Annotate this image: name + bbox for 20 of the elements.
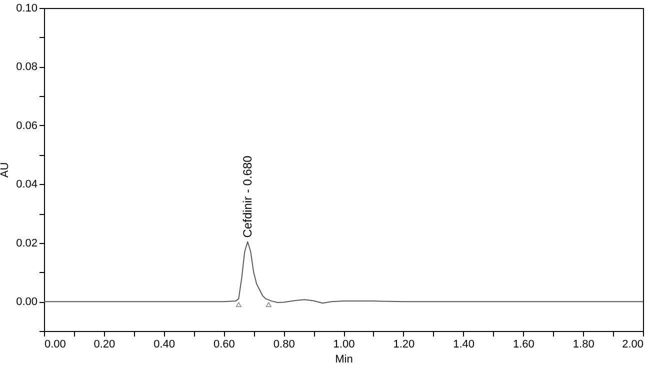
x-tick-label: 1.20 bbox=[393, 338, 415, 350]
y-tick-label: 0.00 bbox=[16, 296, 38, 308]
y-tick-label: 0.02 bbox=[16, 237, 38, 250]
y-tick-label: 0.08 bbox=[16, 61, 38, 74]
annotation: Cefdinir - 0.680 bbox=[240, 155, 255, 238]
x-tick-label: 0.80 bbox=[273, 338, 295, 350]
x-tick-label: 1.00 bbox=[333, 338, 355, 350]
x-tick-label: 0.00 bbox=[44, 338, 66, 350]
x-tick-label: 0.60 bbox=[213, 338, 235, 350]
y-tick-label: 0.04 bbox=[16, 178, 38, 191]
x-tick-label: 0.20 bbox=[94, 338, 116, 350]
x-tick-label: 1.40 bbox=[453, 338, 475, 350]
x-tick-label: 2.00 bbox=[622, 338, 644, 350]
x-axis-title: Min bbox=[335, 354, 353, 366]
x-tick-label: 1.60 bbox=[512, 338, 534, 350]
y-tick-label: 0.06 bbox=[16, 120, 38, 132]
y-axis-title: AU bbox=[0, 162, 12, 178]
x-tick-label: 1.80 bbox=[572, 338, 594, 350]
y-tick-label: 0.10 bbox=[16, 2, 38, 14]
x-tick-label: 0.40 bbox=[154, 338, 176, 350]
